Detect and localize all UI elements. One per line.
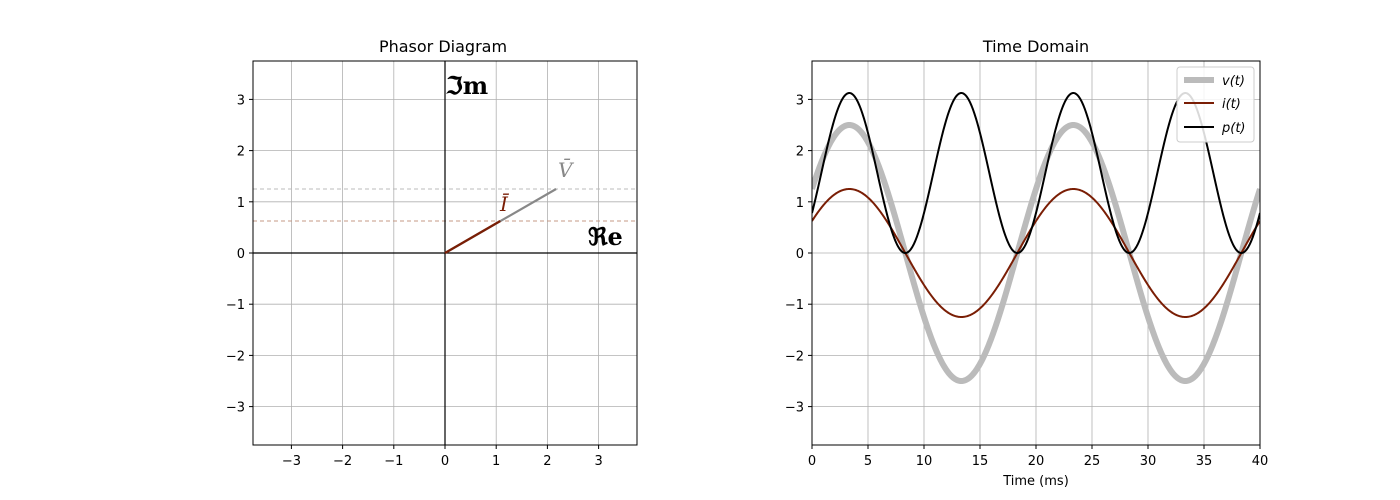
voltage-phasor-label: V̄ — [558, 157, 575, 182]
current-series-line — [812, 188, 1260, 318]
current-phasor — [444, 220, 501, 254]
legend-box — [1176, 66, 1255, 143]
phasor-x-tick-label: −2 — [333, 454, 352, 469]
time-x-axis-label: Time (ms) — [1002, 474, 1069, 489]
real-axis-label: ℜe — [588, 222, 623, 251]
legend: v(t) i(t) p(t) — [1176, 66, 1255, 143]
phasor-y-ticks: −3 −2 −1 0 1 2 3 — [226, 93, 253, 416]
phasor-x-tick-label: 0 — [441, 454, 449, 469]
time-x-tick-label: 30 — [1140, 454, 1157, 469]
phasor-y-tick-label: −2 — [226, 349, 245, 364]
time-x-tick-label: 5 — [864, 454, 872, 469]
time-frame — [811, 60, 1261, 446]
phasor-frame — [252, 60, 638, 446]
phasor-y-tick-label: 0 — [237, 247, 245, 262]
time-x-ticks: 0 5 10 15 20 25 30 35 40 — [808, 445, 1268, 469]
phasor-y-tick-label: −3 — [226, 401, 245, 416]
time-x-tick-label: 25 — [1084, 454, 1101, 469]
phasor-title: Phasor Diagram — [379, 37, 507, 56]
time-x-tick-label: 40 — [1252, 454, 1269, 469]
time-y-tick-label: −3 — [785, 401, 804, 416]
time-y-tick-label: 3 — [796, 93, 804, 108]
voltage-series-line — [812, 121, 1260, 385]
time-title: Time Domain — [982, 37, 1089, 56]
time-x-tick-label: 0 — [808, 454, 816, 469]
phasor-vectors — [444, 188, 557, 254]
imag-axis-label: ℑm — [445, 71, 488, 100]
phasor-x-tick-label: 2 — [543, 454, 551, 469]
current-phasor-label: Ī — [499, 192, 510, 216]
time-y-tick-label: −2 — [785, 349, 804, 364]
time-y-tick-label: 0 — [796, 247, 804, 262]
phasor-y-tick-label: −1 — [226, 298, 245, 313]
time-y-tick-label: 2 — [796, 145, 804, 160]
legend-label-current: i(t) — [1222, 97, 1241, 112]
phasor-x-ticks: −3 −2 −1 0 1 2 3 — [282, 445, 603, 469]
time-axes: Time Domain 0 5 10 15 20 25 30 35 40 −3−2−10123 … — [785, 37, 1268, 489]
phasor-x-tick-label: 1 — [492, 454, 500, 469]
time-x-tick-label: 35 — [1196, 454, 1213, 469]
legend-label-voltage: v(t) — [1222, 74, 1245, 89]
phasor-x-tick-label: 3 — [594, 454, 602, 469]
time-x-tick-label: 15 — [972, 454, 989, 469]
legend-label-power: p(t) — [1221, 121, 1246, 136]
time-y-ticks: −3 −2 −1 0 1 2 3 — [785, 93, 812, 416]
time-y-tick-label: −1 — [785, 298, 804, 313]
phasor-y-tick-label: 3 — [237, 93, 245, 108]
phasor-y-tick-label: 2 — [237, 145, 245, 160]
phasor-x-tick-label: −3 — [282, 454, 301, 469]
phasor-y-tick-label: 1 — [237, 196, 245, 211]
time-x-tick-label: 10 — [916, 454, 933, 469]
phasor-x-tick-label: −1 — [384, 454, 403, 469]
time-x-tick-label: 20 — [1028, 454, 1045, 469]
time-y-tick-label: 1 — [796, 196, 804, 211]
